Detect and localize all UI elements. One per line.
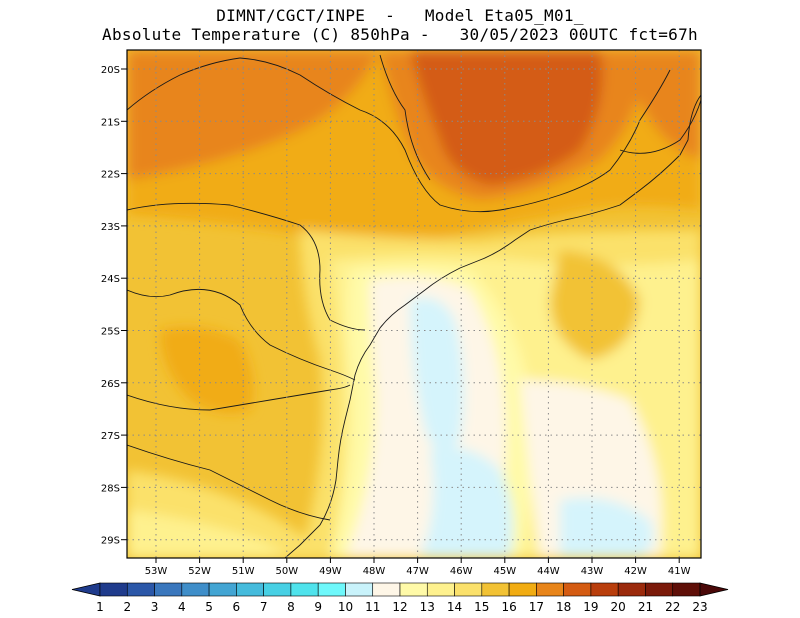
colorbar-label: 15 [474,600,489,614]
colorbar-label: 5 [205,600,213,614]
lat-label: 20S [101,65,120,76]
colorbar-swatch [645,582,674,597]
colorbar-swatch [126,582,155,597]
temperature-field [127,50,701,558]
colorbar-swatch [263,582,292,597]
colorbar-label: 10 [338,600,353,614]
colorbar-swatch [481,582,510,597]
colorbar-swatch [154,582,183,597]
colorbar-swatch [426,582,455,597]
lon-label: 44W [537,566,560,577]
colorbar-label: 20 [611,600,626,614]
lat-label: 29S [101,536,120,547]
colorbar-arrow-right [699,582,729,597]
lon-label: 48W [363,566,386,577]
colorbar-label: 7 [260,600,268,614]
lon-label: 51W [232,566,255,577]
colorbar-label: 12 [392,600,407,614]
colorbar-swatch [399,582,428,597]
lat-label: 24S [101,274,120,285]
lat-label: 22S [101,170,120,181]
lat-label: 26S [101,379,120,390]
colorbar-swatch [563,582,592,597]
lon-label: 47W [406,566,429,577]
colorbar-swatch [508,582,537,597]
colorbar-label: 13 [420,600,435,614]
colorbar-arrow-left [71,582,101,597]
colorbar-label: 3 [151,600,159,614]
lon-label: 53W [145,566,168,577]
lon-label: 50W [275,566,298,577]
colorbar-swatch [617,582,646,597]
colorbar-swatch [590,582,619,597]
colorbar-swatch [372,582,401,597]
colorbar-label: 11 [365,600,380,614]
lat-label: 25S [101,327,120,338]
colorbar-label: 14 [447,600,462,614]
axis-ticks: 20S 21S 22S 23S 24S 25S 26S 27S 28S 29S 53W 52W 51W 5… [101,65,691,577]
coastline-and-borders [127,54,701,558]
colorbar-label: 19 [583,600,598,614]
lat-label: 27S [101,431,120,442]
colorbar-label: 21 [638,600,653,614]
lat-label: 21S [101,117,120,128]
colorbar-label: 17 [529,600,544,614]
colorbar-label: 6 [233,600,241,614]
map-title-line2: Absolute Temperature (C) 850hPa - 30/05/… [102,25,698,44]
lat-label: 23S [101,222,120,233]
lat-label: 28S [101,483,120,494]
lon-label: 41W [668,566,691,577]
colorbar-label: 1 [96,600,104,614]
colorbar-label: 2 [123,600,131,614]
colorbar-swatch [536,582,564,597]
colorbar-label: 4 [178,600,186,614]
colorbar-swatch [290,582,319,597]
colorbar-label: 16 [501,600,516,614]
colorbar-label: 22 [665,600,680,614]
lon-label: 52W [188,566,211,577]
colorbar-swatch [99,582,128,597]
colorbar-label: 18 [556,600,571,614]
colorbar-swatch [208,582,237,597]
lon-label: 43W [581,566,604,577]
colorbar: 1 2 3 4 5 6 7 8 9 10 11 12 13 14 15 16 17 18 19 20 21 22 23 [71,582,729,614]
lon-label: 46W [450,566,473,577]
colorbar-swatch [672,582,701,597]
map-title-line1: DIMNT/CGCT/INPE - Model Eta05_M01_ [216,6,584,25]
colorbar-swatch [345,582,374,597]
lon-label: 45W [493,566,516,577]
colorbar-swatch [317,582,346,597]
lat-lon-grid [127,50,701,558]
map-border [126,49,702,559]
lon-label: 49W [319,566,342,577]
colorbar-label: 9 [314,600,322,614]
colorbar-swatch [236,582,264,597]
colorbar-label: 8 [287,600,295,614]
colorbar-label: 23 [692,600,707,614]
lon-label: 42W [624,566,647,577]
colorbar-swatch [181,582,210,597]
colorbar-swatch [454,582,483,597]
